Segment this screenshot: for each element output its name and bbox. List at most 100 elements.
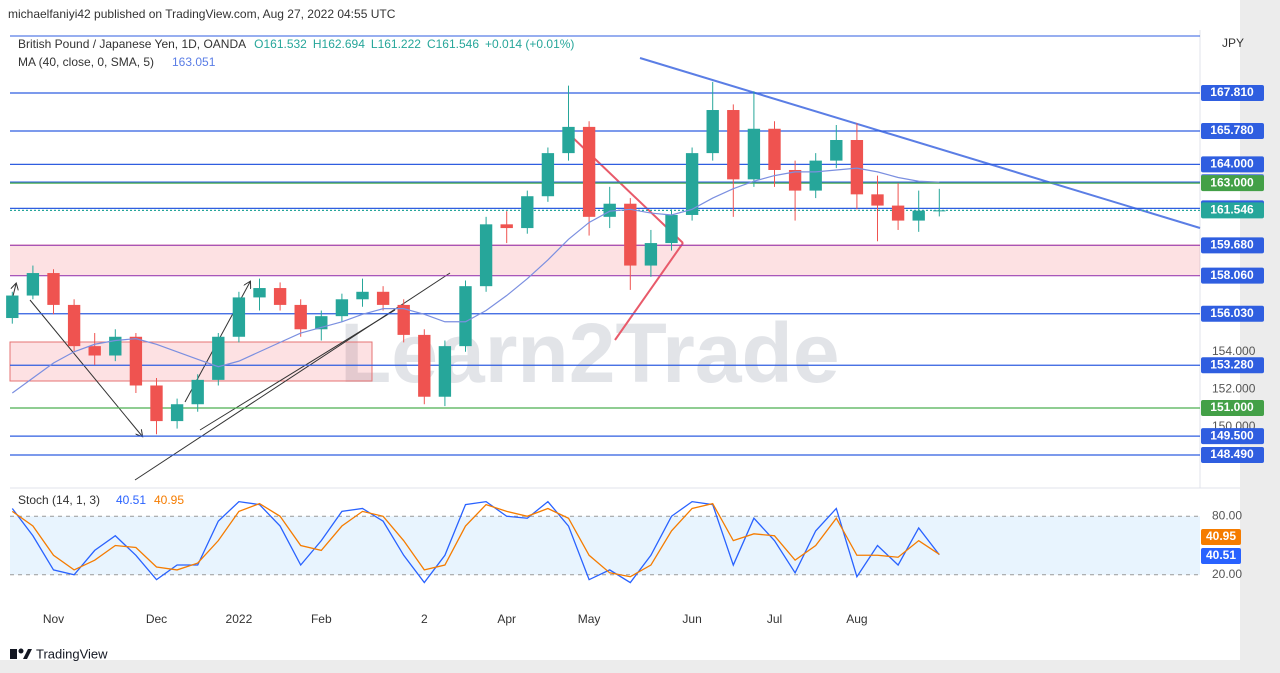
price-badge-label: 158.060 [1210, 268, 1254, 282]
candle-body [438, 346, 452, 397]
candle-body [26, 273, 40, 296]
price-badge [1201, 237, 1264, 254]
candle-body [850, 140, 864, 195]
candle-body [150, 385, 163, 422]
candle-body [830, 140, 843, 161]
y-tick-label: 152.000 [1212, 381, 1256, 395]
candle-body [47, 273, 60, 305]
candle-body [67, 304, 81, 347]
candle-body [459, 286, 472, 347]
candle-body [521, 196, 534, 229]
price-badge [1201, 428, 1264, 445]
price-badge-label: 164.000 [1210, 157, 1254, 171]
x-tick-label: Jul [767, 612, 782, 626]
candle-body [212, 336, 225, 380]
watermark: Learn2Trade [340, 306, 840, 400]
price-badge [1201, 447, 1264, 464]
candle-body [253, 288, 266, 298]
x-tick-label: Apr [497, 612, 516, 626]
stoch-band [10, 516, 1200, 575]
candle-body [191, 379, 204, 405]
price-badge [1201, 202, 1264, 219]
candle-body [500, 224, 513, 229]
candle-body [541, 153, 555, 197]
candle-body [747, 128, 761, 180]
price-badge-label: 159.680 [1210, 237, 1254, 251]
stoch-badge-label: 40.95 [1206, 529, 1236, 543]
candle-body [582, 126, 596, 217]
ma-label: MA (40, close, 0, SMA, 5) [18, 55, 154, 69]
price-badge [1201, 305, 1264, 322]
publisher: michaelfaniyi42 published on TradingView… [8, 7, 396, 21]
footer-logo [10, 648, 32, 659]
y-tick-label: 154.000 [1212, 344, 1256, 358]
x-tick-label: Dec [146, 612, 167, 626]
candle-body [706, 110, 719, 154]
ma-line [11, 167, 940, 394]
stoch-legend-value: 40.95 [154, 493, 184, 507]
price-badge [1201, 84, 1264, 101]
ohlc-value: C161.546 [427, 37, 479, 51]
price-badge-label: 148.490 [1210, 447, 1254, 461]
trend-line [639, 57, 1201, 229]
candle-body [418, 334, 431, 397]
demand-zone [9, 341, 373, 382]
candle-body [933, 210, 946, 212]
price-badge-label: 156.030 [1210, 306, 1254, 320]
symbol: British Pound / Japanese Yen, 1D, OANDA [18, 37, 246, 51]
price-badge-label: 151.000 [1210, 400, 1254, 414]
y-tick-label: 80.00 [1212, 508, 1242, 522]
ohlc-value: +0.014 (+0.01%) [485, 37, 574, 51]
ma-value: 163.051 [172, 55, 216, 69]
candle-body [6, 295, 19, 319]
stoch-line [11, 500, 940, 584]
price-badge-label: 161.546 [1210, 203, 1254, 217]
trend-line [134, 272, 451, 481]
price-badge [1201, 123, 1264, 140]
x-tick-label: Jun [682, 612, 701, 626]
supply-zone [10, 244, 1200, 275]
price-badge [1201, 156, 1264, 173]
candle-body [356, 291, 369, 300]
candle-body [397, 304, 410, 335]
ohlc-value: L161.222 [371, 37, 421, 51]
stoch-badge [1201, 529, 1241, 545]
edge-strip [1240, 0, 1280, 673]
y-tick-label: 20.00 [1212, 567, 1242, 581]
price-badge [1201, 399, 1264, 416]
price-badge-label: 153.280 [1210, 357, 1254, 371]
edge-strip [0, 660, 1280, 673]
candle-body [562, 126, 575, 154]
candle-body [768, 128, 781, 170]
price-badge-label: 167.810 [1210, 85, 1254, 99]
stoch-line [11, 502, 940, 578]
x-tick-label: Nov [43, 612, 64, 626]
candle-body [232, 297, 246, 337]
x-tick-label: 2 [421, 612, 428, 626]
price-badge-label: 165.780 [1210, 123, 1254, 137]
stoch-title: Stoch (14, 1, 3) [18, 493, 100, 507]
x-tick-label: 2022 [226, 612, 253, 626]
x-tick-label: May [578, 612, 601, 626]
price-badge [1201, 175, 1264, 192]
stoch-legend-value: 40.51 [116, 493, 146, 507]
candle-body [644, 243, 658, 266]
candle-body [727, 110, 740, 180]
candle-body [685, 153, 699, 215]
trend-line [29, 299, 142, 436]
candle-body [665, 214, 678, 244]
candle-body [871, 194, 884, 206]
ohlc-value: H162.694 [313, 37, 365, 51]
stoch-badge-label: 40.51 [1206, 548, 1236, 562]
candle-body [170, 404, 184, 422]
candle-body [809, 160, 822, 191]
candle-body [479, 224, 493, 287]
ohlc-value: O161.532 [254, 37, 307, 51]
candle-body [788, 169, 802, 191]
x-tick-label: Aug [846, 612, 867, 626]
trend-line [614, 242, 684, 341]
footer: TradingView [36, 646, 108, 661]
candle-body [335, 299, 349, 317]
